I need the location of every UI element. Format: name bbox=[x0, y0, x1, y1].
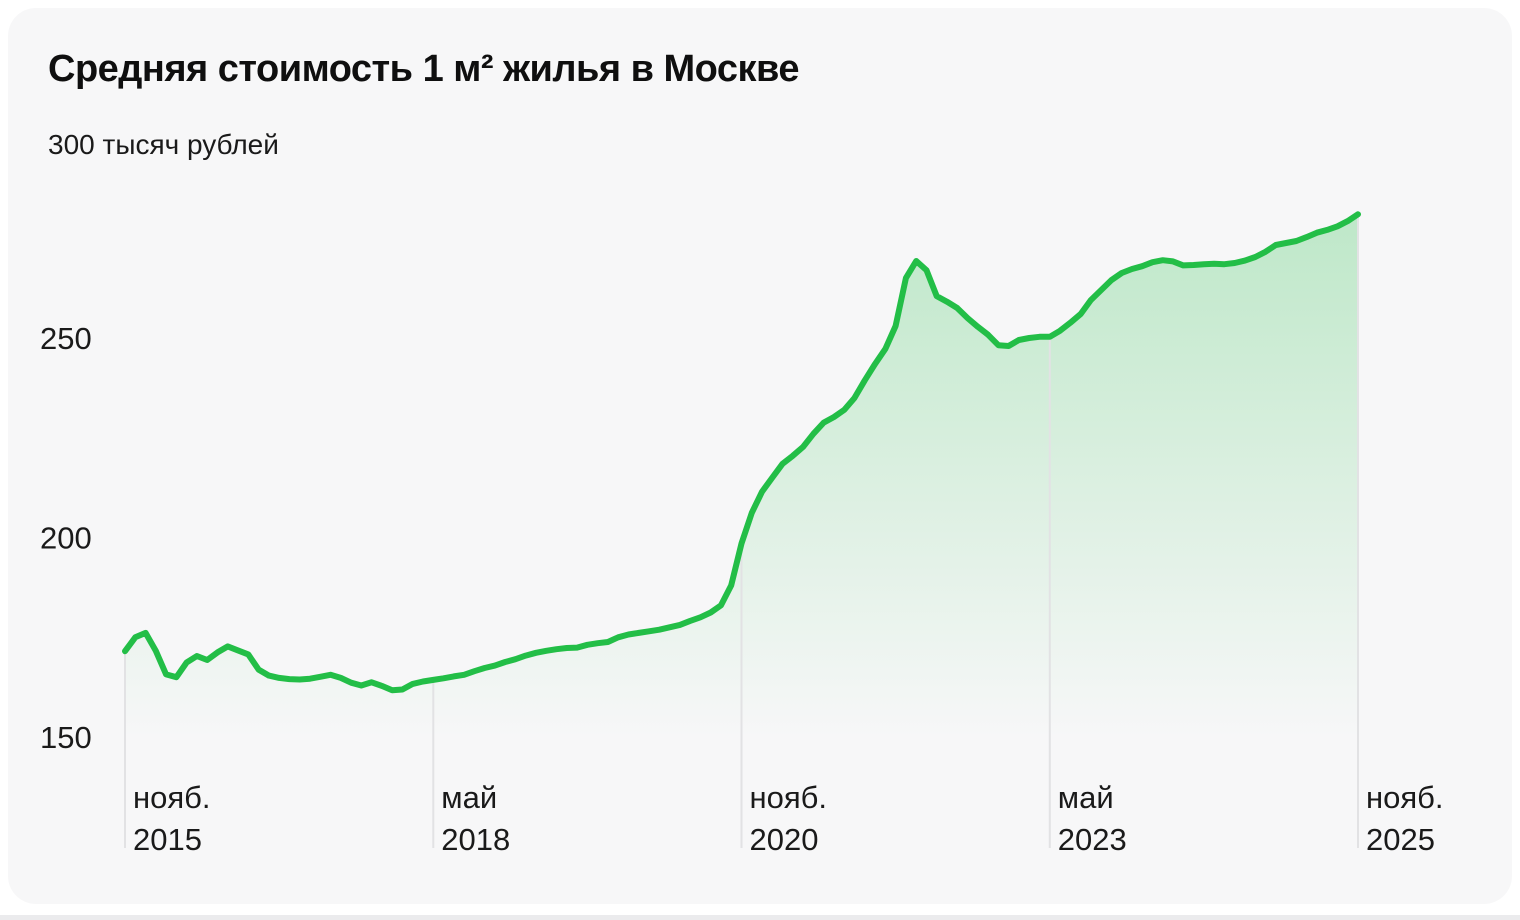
y-tick-label-200: 200 bbox=[40, 521, 92, 556]
x-tick-labels-group: нояб. 2015 май 2018 нояб. 2020 май 2023 нояб. 202… bbox=[133, 780, 1444, 857]
page-bottom-divider bbox=[0, 915, 1520, 920]
x-tick-label-2018: май 2018 bbox=[441, 780, 510, 857]
x-tick-label-2015: нояб. 2015 bbox=[133, 780, 211, 857]
y-tick-label-250: 250 bbox=[40, 321, 92, 356]
chart-title: Средняя стоимость 1 м² жилья в Москве bbox=[48, 48, 800, 90]
y-axis-top-label: 300 тысяч рублей bbox=[48, 129, 279, 160]
y-tick-label-150: 150 bbox=[40, 720, 92, 755]
x-gridlines-group bbox=[124, 214, 1359, 848]
price-line bbox=[122, 211, 1361, 694]
x-tick-label-2025: нояб. 2025 bbox=[1366, 780, 1444, 857]
x-tick-label-2020: нояб. 2020 bbox=[750, 780, 828, 857]
x-tick-label-2023: май 2023 bbox=[1058, 780, 1127, 857]
y-tick-labels-group: 150 200 250 bbox=[40, 321, 92, 755]
